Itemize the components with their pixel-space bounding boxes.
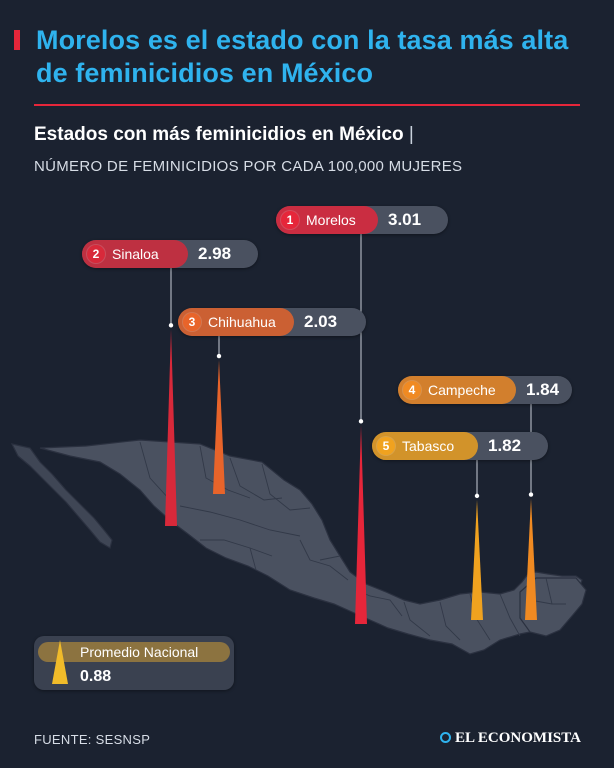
mexico-map — [10, 439, 587, 655]
rank-badge: 3 — [183, 313, 201, 331]
state-label-sinaloa: 2 Sinaloa 2.98 — [82, 240, 258, 268]
title-accent-bar — [14, 30, 20, 50]
spike-bar-morelos — [355, 425, 367, 624]
spike-bar-chihuahua — [213, 360, 225, 494]
brand-mark-icon — [440, 732, 451, 743]
national-average-spike-icon — [52, 640, 68, 684]
page-title: Morelos es el estado con la tasa más alt… — [36, 25, 569, 88]
state-value: 2.03 — [304, 312, 338, 331]
brand-logo: EL ECONOMISTA — [440, 730, 581, 747]
map-baja-california — [10, 443, 113, 549]
state-value: 1.84 — [526, 380, 560, 399]
state-label-chihuahua: 3 Chihuahua 2.03 — [178, 308, 366, 336]
leader-dot-tabasco — [474, 493, 480, 499]
unit-label: NÚMERO DE FEMINICIDIOS POR CADA 100,000 … — [34, 158, 463, 175]
map-mainland — [39, 439, 583, 655]
state-name: Sinaloa — [112, 246, 159, 262]
state-label-tabasco: 5 Tabasco 1.82 — [372, 432, 548, 460]
spike-bar-tabasco — [471, 499, 483, 620]
state-label-campeche: 4 Campeche 1.84 — [398, 376, 572, 404]
state-value: 1.82 — [488, 436, 522, 455]
state-label-morelos: 1 Morelos 3.01 — [276, 206, 448, 234]
national-average-box: Promedio Nacional 0.88 — [34, 636, 234, 690]
rank-badge: 2 — [87, 245, 105, 263]
national-average-spike — [52, 640, 68, 684]
state-value: 2.98 — [198, 244, 232, 263]
leader-dot-morelos — [358, 419, 364, 424]
state-value: 3.01 — [388, 210, 422, 229]
map-yucatan — [519, 577, 587, 637]
spike-bars — [165, 329, 537, 624]
subtitle-separator: | — [408, 124, 414, 145]
leader-dot-sinaloa — [168, 323, 174, 328]
national-average-label-background — [38, 642, 230, 662]
national-average-label: Promedio Nacional — [80, 644, 199, 660]
spike-bar-campeche — [525, 498, 537, 620]
rank-badge: 1 — [281, 211, 299, 229]
source-note: FUENTE: SESNSP — [34, 732, 151, 747]
chart-subtitle: Estados con más feminicidios en México | — [34, 124, 414, 146]
spike-bar-sinaloa — [165, 329, 177, 526]
leader-dot-chihuahua — [216, 353, 222, 359]
title-divider — [34, 104, 580, 106]
state-name: Chihuahua — [208, 314, 276, 330]
state-name: Morelos — [306, 212, 356, 228]
leader-dot-campeche — [528, 492, 534, 497]
national-average-value: 0.88 — [80, 668, 112, 685]
rank-badge: 5 — [377, 437, 395, 455]
rank-badge: 4 — [403, 381, 421, 399]
subtitle-text: Estados con más feminicidios en México — [34, 124, 404, 145]
state-name: Campeche — [428, 382, 496, 398]
brand-name: EL ECONOMISTA — [455, 730, 581, 746]
state-name: Tabasco — [402, 438, 455, 454]
